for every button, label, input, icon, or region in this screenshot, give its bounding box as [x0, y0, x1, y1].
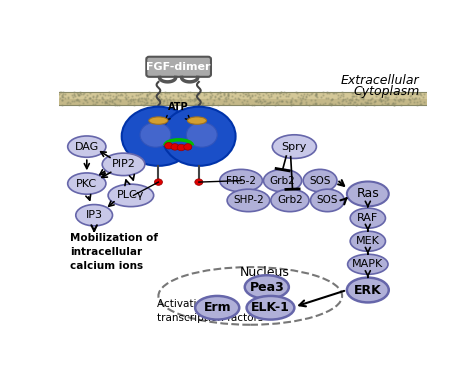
Circle shape — [195, 179, 203, 185]
Text: Spry: Spry — [282, 142, 307, 152]
Ellipse shape — [149, 117, 168, 124]
Text: Erm: Erm — [203, 301, 231, 314]
Text: Extracellular: Extracellular — [341, 74, 419, 86]
FancyBboxPatch shape — [146, 57, 211, 77]
Text: ATP: ATP — [168, 102, 189, 112]
Text: SOS: SOS — [310, 175, 331, 185]
Circle shape — [186, 122, 217, 147]
Text: RAF: RAF — [357, 213, 378, 223]
Text: PKC: PKC — [76, 179, 97, 189]
Text: Nucleus: Nucleus — [240, 266, 290, 279]
Text: SHP-2: SHP-2 — [233, 195, 264, 205]
Text: DAG: DAG — [75, 142, 99, 152]
Ellipse shape — [271, 189, 309, 212]
Circle shape — [162, 107, 236, 166]
Text: Cytoplasm: Cytoplasm — [353, 85, 419, 98]
Text: MEK: MEK — [356, 236, 380, 246]
Circle shape — [164, 142, 173, 149]
Bar — [59, 92, 427, 99]
Text: Ras: Ras — [356, 187, 379, 200]
Text: FRS-2: FRS-2 — [226, 175, 256, 185]
Ellipse shape — [227, 189, 270, 212]
Ellipse shape — [347, 278, 389, 303]
Text: Activation of
transcription factors: Activation of transcription factors — [156, 299, 263, 323]
Ellipse shape — [246, 296, 294, 319]
Ellipse shape — [350, 208, 385, 228]
Ellipse shape — [347, 182, 389, 206]
Circle shape — [184, 144, 192, 150]
Ellipse shape — [195, 296, 239, 319]
Text: Grb2: Grb2 — [277, 195, 303, 205]
Ellipse shape — [264, 169, 301, 192]
Text: Grb2: Grb2 — [270, 175, 295, 185]
Ellipse shape — [102, 153, 145, 175]
Bar — [59, 99, 427, 105]
Ellipse shape — [187, 117, 207, 124]
Text: ELK-1: ELK-1 — [251, 301, 290, 314]
Ellipse shape — [108, 184, 154, 207]
Text: PIP2: PIP2 — [111, 159, 136, 169]
Ellipse shape — [347, 254, 388, 274]
Circle shape — [122, 107, 195, 166]
Circle shape — [177, 144, 185, 151]
Circle shape — [140, 122, 171, 147]
Text: Mobilization of
intracellular
calcium ions: Mobilization of intracellular calcium io… — [70, 233, 158, 271]
Ellipse shape — [272, 135, 317, 159]
Text: MAPK: MAPK — [352, 259, 383, 269]
Ellipse shape — [303, 169, 337, 192]
Text: SOS: SOS — [317, 195, 338, 205]
Ellipse shape — [310, 189, 344, 212]
Text: ERK: ERK — [354, 283, 382, 296]
Ellipse shape — [76, 205, 112, 226]
Circle shape — [155, 179, 163, 185]
Ellipse shape — [245, 275, 289, 299]
Ellipse shape — [68, 173, 106, 194]
Text: PLCγ: PLCγ — [117, 190, 145, 200]
Text: IP3: IP3 — [86, 210, 103, 220]
Ellipse shape — [220, 169, 263, 192]
Ellipse shape — [68, 136, 106, 157]
Ellipse shape — [350, 231, 385, 251]
Text: FGF-dimer: FGF-dimer — [146, 62, 211, 72]
Circle shape — [171, 144, 179, 150]
Text: Pea3: Pea3 — [249, 281, 284, 293]
